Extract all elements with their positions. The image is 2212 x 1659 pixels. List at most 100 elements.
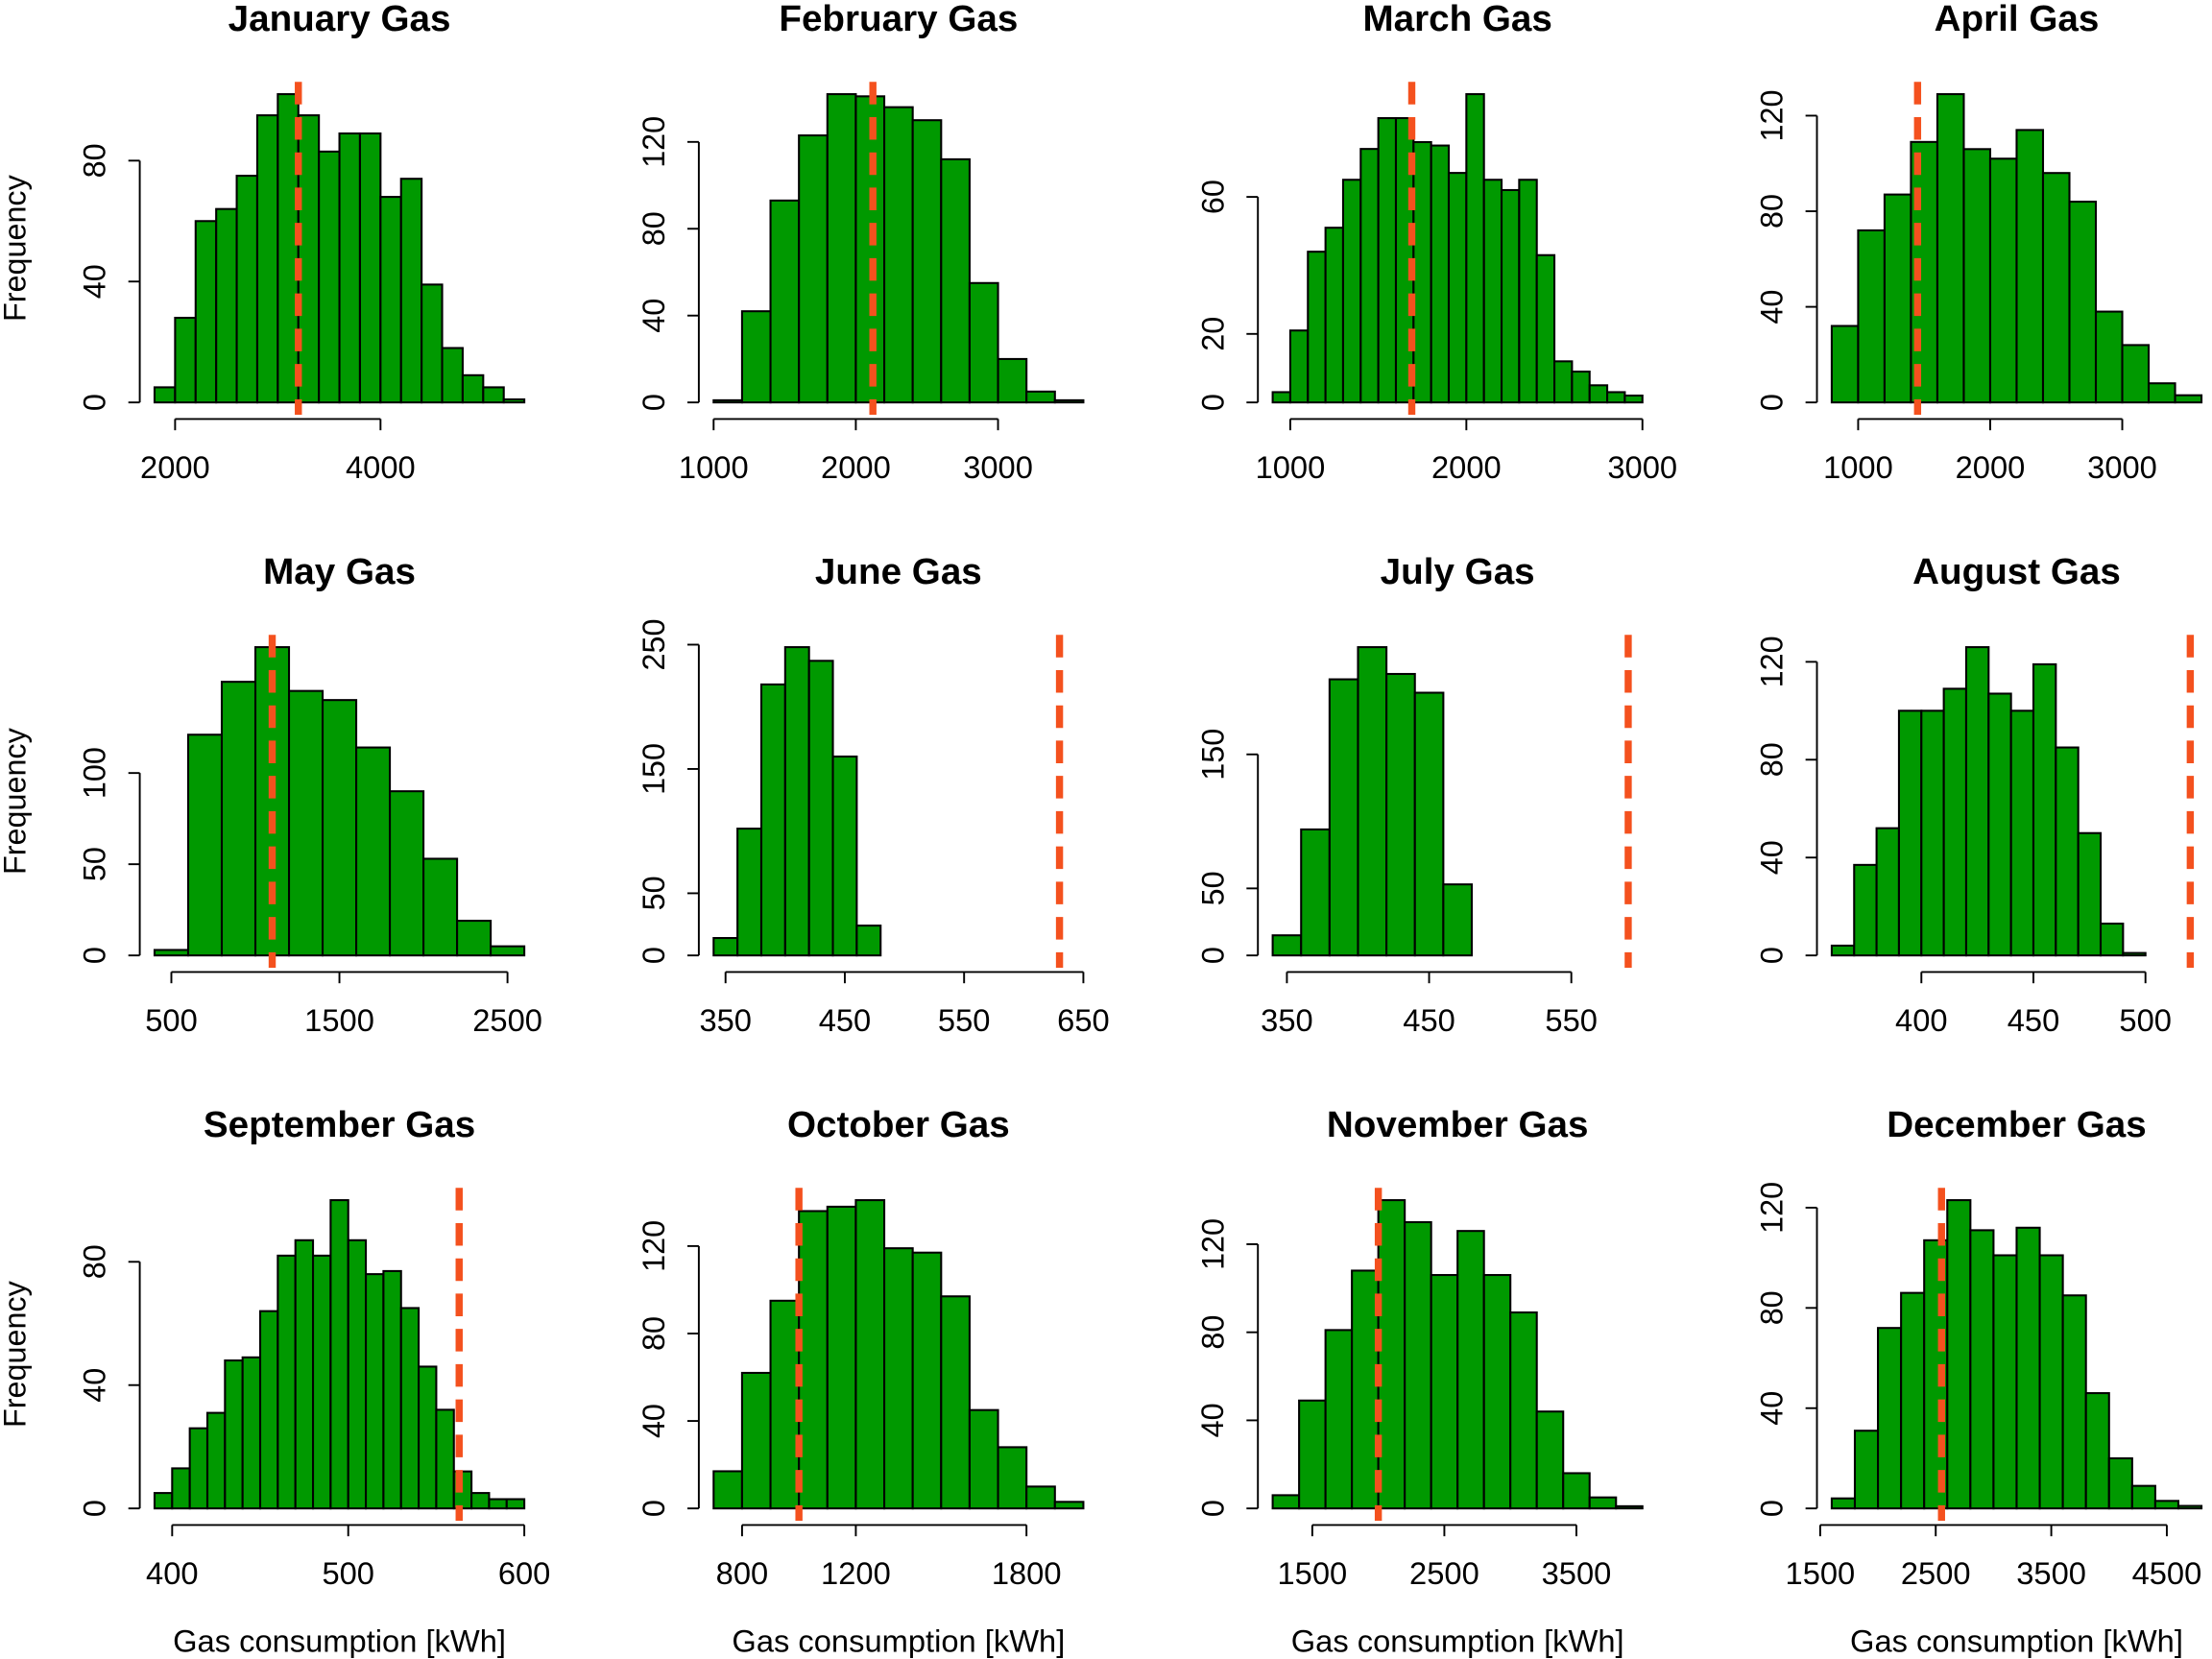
bar <box>1897 709 1923 957</box>
y-tick-label: 0 <box>637 1500 671 1517</box>
bar <box>2015 129 2045 404</box>
bar <box>1025 390 1056 404</box>
bar <box>311 1254 332 1510</box>
x-tick-label: 800 <box>716 1556 769 1591</box>
x-tick-label: 2000 <box>1956 450 2026 485</box>
x-tick-label: 400 <box>1895 1003 1948 1038</box>
x-tick-label: 450 <box>2008 1003 2060 1038</box>
bar <box>736 828 763 957</box>
panel-title: April Gas <box>1935 0 2100 39</box>
panel: September Gas 0 40 80 400 500 600 Frequency Gas … <box>0 1104 550 1658</box>
panel-title: September Gas <box>204 1104 475 1145</box>
bar <box>1271 1494 1301 1510</box>
x-tick-label: 2500 <box>472 1003 542 1038</box>
x-tick-label: 500 <box>322 1556 374 1591</box>
bar <box>470 1492 491 1510</box>
y-tick-label: 0 <box>1195 1500 1230 1517</box>
bar <box>769 199 801 404</box>
x-axis-label: Gas consumption [kWh] <box>173 1624 506 1659</box>
bar <box>379 196 402 404</box>
bar <box>1324 227 1345 404</box>
bar <box>1857 228 1886 404</box>
bar <box>1298 1399 1327 1510</box>
x-tick-label: 1200 <box>821 1556 891 1591</box>
bar <box>418 1365 438 1510</box>
bar <box>1535 1410 1565 1510</box>
bar <box>276 1254 297 1510</box>
bar <box>1920 709 1945 957</box>
x-axis-label: Gas consumption [kWh] <box>1291 1624 1624 1659</box>
x-tick-label: 3500 <box>1542 1556 1612 1591</box>
bar <box>740 310 772 404</box>
bar <box>1588 1496 1618 1510</box>
bar <box>2038 1254 2064 1510</box>
y-tick-label: 80 <box>1754 742 1789 777</box>
bar <box>1430 1274 1459 1510</box>
y-tick-label: 0 <box>1754 947 1789 964</box>
panel: June Gas 0 50 150 250 350 450 550 650 <box>637 551 1110 1037</box>
y-tick-label: 150 <box>637 743 671 795</box>
y-tick-label: 120 <box>1195 1218 1230 1270</box>
bar <box>798 1210 829 1510</box>
bar <box>220 681 257 957</box>
panel: January Gas 0 40 80 2000 4000 Frequency <box>0 0 526 485</box>
bar <box>2015 1226 2041 1510</box>
y-tick-label: 0 <box>637 947 671 964</box>
bar <box>1509 1311 1538 1510</box>
bar <box>712 1470 743 1510</box>
bar <box>1447 172 1468 404</box>
x-tick-label: 450 <box>819 1003 872 1038</box>
bar <box>2041 172 2071 404</box>
bar <box>1025 1485 1056 1510</box>
bar <box>854 1199 886 1510</box>
bar <box>441 347 464 404</box>
bar <box>1946 1199 1972 1510</box>
x-tick-label: 400 <box>146 1556 199 1591</box>
panel-title: November Gas <box>1327 1104 1589 1145</box>
panel: November Gas 0 40 80 120 1500 2500 3500 Gas cons… <box>1195 1104 1644 1659</box>
y-tick-label: 120 <box>1754 1182 1789 1234</box>
bar <box>287 689 325 957</box>
bar <box>389 790 425 957</box>
bar <box>2153 1500 2180 1510</box>
bar <box>1877 1327 1903 1510</box>
bar <box>1288 329 1310 404</box>
bar <box>1588 384 1609 404</box>
y-tick-label: 40 <box>1195 1403 1230 1437</box>
bar <box>1615 1504 1644 1510</box>
bar <box>2107 1456 2133 1510</box>
x-tick-label: 1800 <box>992 1556 1062 1591</box>
bar <box>171 1467 191 1510</box>
y-tick-label: 80 <box>637 211 671 246</box>
bar <box>826 93 857 404</box>
bar <box>968 1408 999 1510</box>
bar <box>1377 1199 1407 1510</box>
panel-title: October Gas <box>787 1104 1010 1145</box>
bar <box>855 925 882 957</box>
bar <box>1053 398 1085 404</box>
bar <box>1357 646 1388 957</box>
y-tick-label: 50 <box>1195 871 1230 905</box>
bar <box>2130 1484 2156 1510</box>
x-tick-label: 550 <box>938 1003 991 1038</box>
bar <box>1883 193 1912 404</box>
bar <box>188 1427 209 1510</box>
x-tick-label: 500 <box>145 1003 198 1038</box>
bar <box>1500 188 1521 404</box>
x-tick-label: 1000 <box>1823 450 1893 485</box>
bar <box>997 1446 1028 1510</box>
bar <box>1562 1472 1591 1510</box>
bar <box>1571 371 1591 404</box>
panel-title: July Gas <box>1381 551 1535 592</box>
y-tick-label: 40 <box>77 1368 111 1403</box>
bar <box>2174 394 2203 404</box>
bar <box>294 1238 315 1510</box>
bar <box>1606 391 1626 404</box>
y-tick-label: 20 <box>1195 317 1230 351</box>
x-tick-label: 1500 <box>1786 1556 1856 1591</box>
bar <box>2009 709 2035 957</box>
bar <box>1351 1269 1380 1510</box>
bar <box>807 660 834 957</box>
y-tick-label: 120 <box>1754 90 1789 142</box>
bar <box>490 945 526 957</box>
